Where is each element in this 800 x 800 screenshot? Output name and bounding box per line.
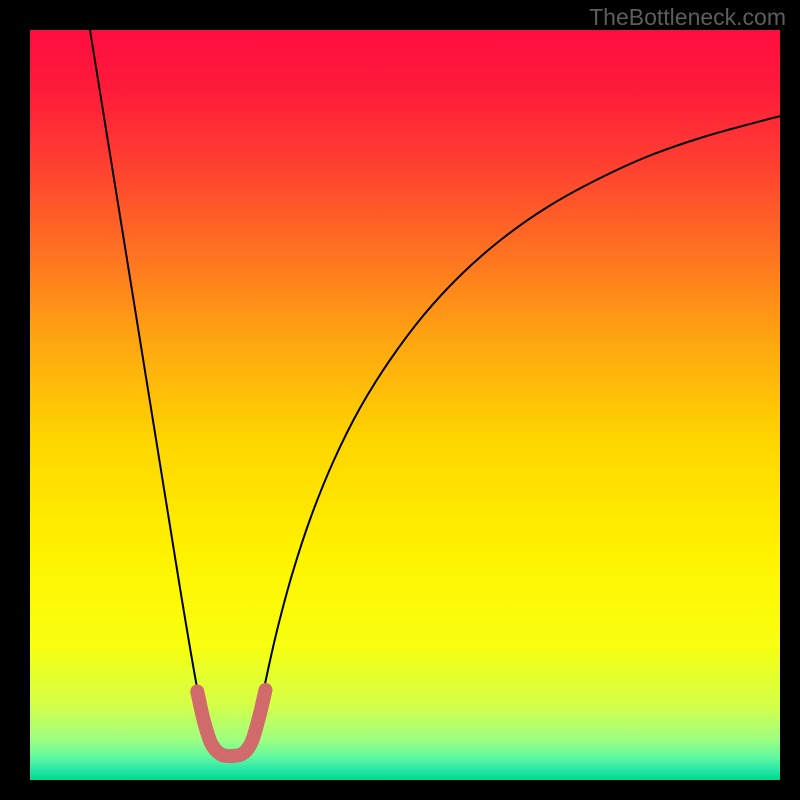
gradient-background — [30, 30, 780, 780]
chart-plot-area — [30, 30, 780, 780]
watermark-label: TheBottleneck.com — [589, 4, 786, 31]
